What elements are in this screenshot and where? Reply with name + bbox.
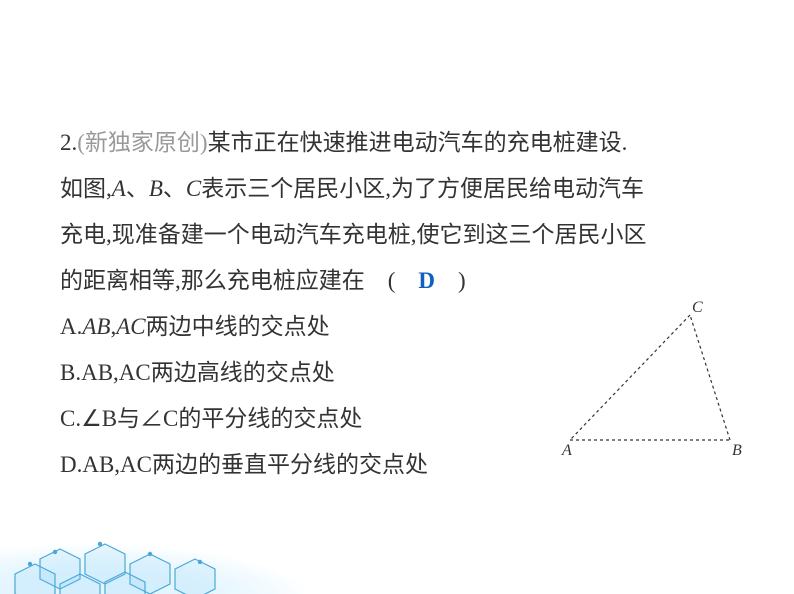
vertex-B-label: B <box>732 442 742 459</box>
optA-i2: AC <box>116 314 145 339</box>
optA-pre: A. <box>60 314 82 339</box>
vertex-C-label: C <box>692 300 703 316</box>
optA-i1: AB <box>82 314 110 339</box>
deco-svg <box>0 504 794 594</box>
triangle-svg: A B C <box>560 300 770 460</box>
q-A: A <box>112 176 126 201</box>
edge-CA <box>570 315 690 440</box>
q-line4-a: 的距离相等,那么充电桩应建在 ( <box>60 268 418 293</box>
q-sep2: 、 <box>163 176 186 201</box>
vertex-A-label: A <box>561 442 572 459</box>
triangle-diagram: A B C <box>560 300 770 460</box>
q-line3: 充电,现准备建一个电动汽车充电桩,使它到这三个居民小区 <box>60 222 647 247</box>
optA-rest: 两边中线的交点处 <box>146 314 330 339</box>
edge-BC <box>690 315 730 440</box>
dot-2 <box>98 542 102 546</box>
q-line2-rest: 表示三个居民小区,为了方便居民给电动汽车 <box>201 176 644 201</box>
bottom-decoration <box>0 504 794 594</box>
q-B: B <box>149 176 163 201</box>
question-tag: (新独家原创) <box>77 130 207 155</box>
question-number: 2. <box>60 130 77 155</box>
dot-1 <box>53 550 57 554</box>
answer-letter: D <box>418 268 435 293</box>
dot-4 <box>198 560 202 564</box>
q-C: C <box>186 176 201 201</box>
q-sep1: 、 <box>126 176 149 201</box>
dot-3 <box>148 552 152 556</box>
dot-5 <box>28 562 32 566</box>
q-line1-rest: 某市正在快速推进电动汽车的充电桩建设. <box>208 130 628 155</box>
q-line4-b: ) <box>435 268 466 293</box>
q-line2-a: 如图, <box>60 176 112 201</box>
question-text: 2.(新独家原创)某市正在快速推进电动汽车的充电桩建设. 如图,A、B、C表示三… <box>60 120 740 304</box>
